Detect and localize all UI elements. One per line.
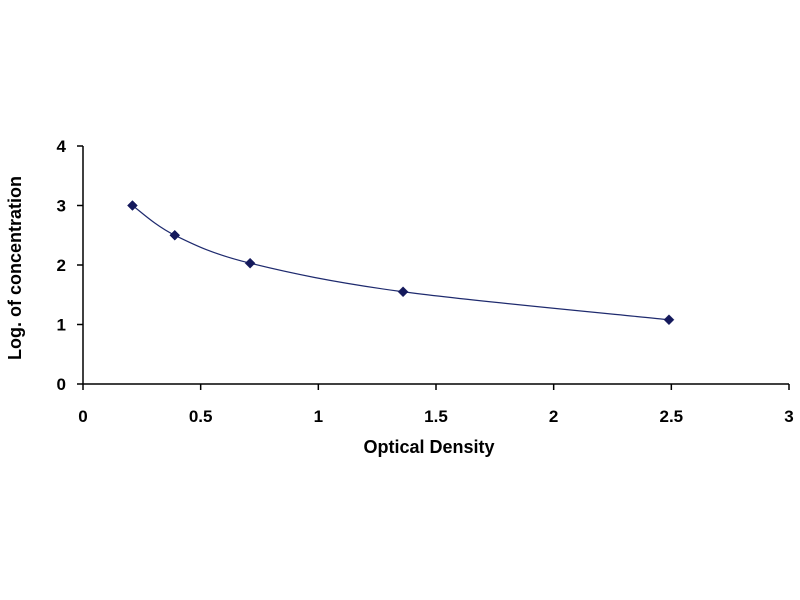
- y-tick-label: 2: [57, 256, 66, 275]
- data-point-marker: [127, 200, 138, 211]
- x-tick-label: 2: [549, 407, 558, 426]
- y-tick-label: 1: [57, 316, 66, 335]
- y-tick-label: 0: [57, 375, 66, 394]
- x-tick-label: 1: [314, 407, 323, 426]
- axes: [82, 146, 789, 385]
- x-tick-label: 3: [784, 407, 793, 426]
- x-axis-title: Optical Density: [363, 437, 494, 457]
- fit-curve-line: [132, 205, 670, 321]
- data-point-marker: [244, 257, 256, 269]
- x-tick-label: 1.5: [424, 407, 448, 426]
- x-tick-label: 0.5: [189, 407, 213, 426]
- y-tick-label: 4: [57, 137, 67, 156]
- data-points: [127, 200, 675, 326]
- y-axis-ticks: 0 1 2 3 4: [57, 137, 83, 394]
- data-point-marker: [397, 286, 409, 298]
- x-tick-label: 0: [78, 407, 87, 426]
- data-point-marker: [169, 229, 181, 241]
- data-point-marker: [663, 314, 675, 326]
- x-tick-label: 2.5: [660, 407, 684, 426]
- y-axis-title: Log. of concentration: [5, 176, 25, 360]
- y-tick-label: 3: [57, 197, 66, 216]
- x-axis-ticks: 0 0.5 1 1.5 2 2.5 3: [78, 384, 794, 426]
